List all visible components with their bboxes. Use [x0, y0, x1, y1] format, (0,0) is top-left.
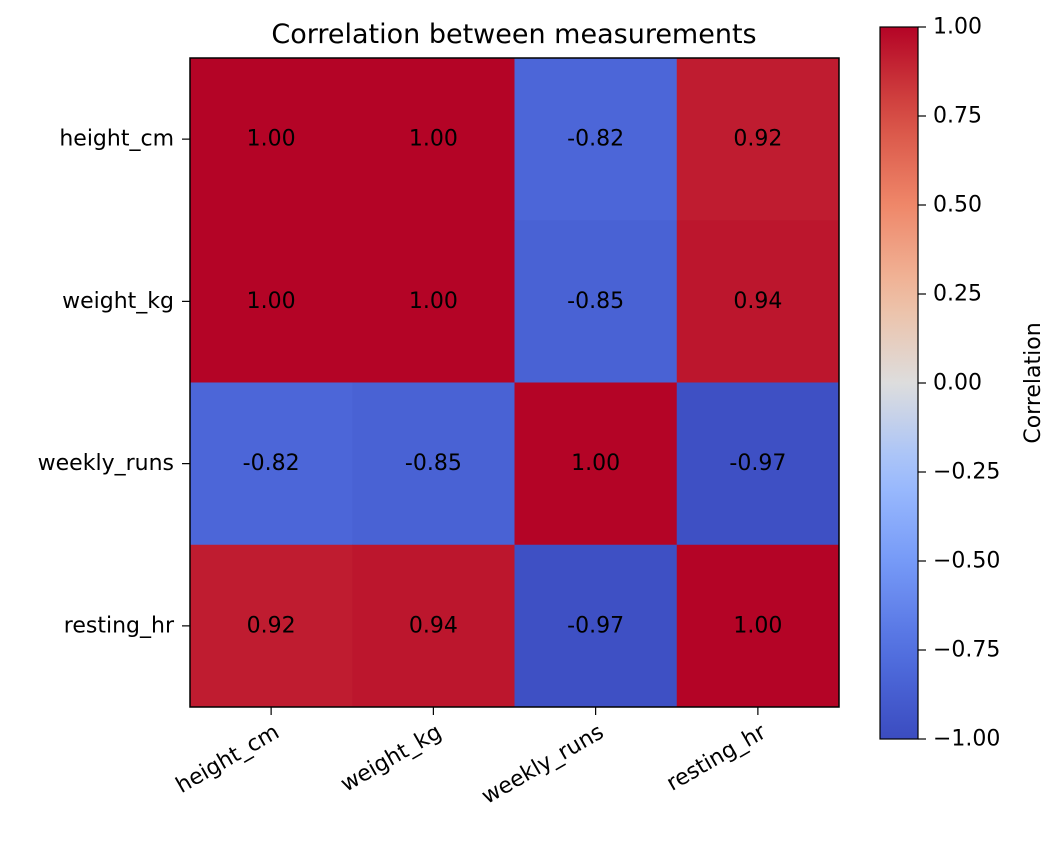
x-tick-label: weight_kg [337, 720, 446, 798]
cell-value-label: 1.00 [571, 451, 620, 476]
heatmap-cell [190, 544, 353, 708]
heatmap-cell [352, 382, 515, 546]
cell-value-label: -0.85 [405, 451, 462, 476]
cell-value-label: 1.00 [409, 289, 458, 314]
heatmap-cell [514, 382, 678, 546]
cell-value-label: -0.85 [567, 289, 624, 314]
colorbar [879, 26, 919, 740]
heatmap-cell [676, 58, 840, 221]
colorbar-tick-label: −0.75 [933, 638, 1000, 663]
colorbar-tick-label: −0.25 [933, 460, 1000, 485]
heatmap-cell [676, 544, 840, 708]
y-axis-ticks: height_cm weight_kg weekly_runs resting_hr [38, 127, 190, 638]
y-tick-label: weight_kg [62, 289, 174, 314]
heatmap-cell [676, 220, 840, 383]
colorbar-label: Correlation [1021, 322, 1046, 443]
heatmap-cells [190, 58, 840, 708]
heatmap-cell [514, 220, 678, 383]
heatmap-cell [190, 220, 353, 383]
heatmap-cell-labels: 1.00 1.00 -0.82 0.92 1.00 1.00 -0.85 0.94 -0.82 -… [243, 127, 787, 639]
cell-value-label: -0.97 [567, 613, 624, 638]
colorbar-ticks: 1.00 0.75 0.50 0.25 0.00 −0.25 −0.50 −0.75 −1.00 [918, 15, 1000, 752]
x-tick-label: height_cm [172, 720, 284, 799]
cell-value-label: 0.94 [733, 289, 782, 314]
x-axis-ticks: height_cm weight_kg weekly_runs resting_hr [172, 707, 771, 810]
heatmap-cell [676, 382, 840, 546]
y-tick-label: height_cm [59, 127, 174, 152]
cell-value-label: -0.82 [567, 127, 624, 152]
cell-value-label: -0.82 [243, 451, 300, 476]
y-tick-label: weekly_runs [38, 451, 174, 476]
colorbar-tick-label: 0.75 [933, 104, 982, 129]
heatmap-cell [190, 382, 353, 546]
colorbar-tick-label: −1.00 [933, 727, 1000, 752]
cell-value-label: 0.92 [733, 127, 782, 152]
plot-frame [189, 57, 840, 708]
heatmap-cell [514, 58, 678, 221]
heatmap-cell [352, 58, 515, 221]
chart-title: Correlation between measurements [271, 19, 756, 50]
colorbar-tick-label: 0.25 [933, 282, 982, 307]
cell-value-label: 0.92 [247, 613, 296, 638]
colorbar-tick-label: −0.50 [933, 549, 1000, 574]
heatmap-cell [514, 544, 678, 708]
x-tick-label: resting_hr [663, 719, 772, 796]
cell-value-label: 0.94 [409, 613, 458, 638]
cell-value-label: 1.00 [247, 289, 296, 314]
x-tick-label: weekly_runs [478, 720, 609, 810]
cell-value-label: -0.97 [729, 451, 786, 476]
cell-value-label: 1.00 [409, 127, 458, 152]
colorbar-tick-label: 0.50 [933, 193, 982, 218]
heatmap-cell [352, 544, 515, 708]
heatmap-cell [190, 58, 353, 221]
cell-value-label: 1.00 [733, 613, 782, 638]
heatmap-cell [352, 220, 515, 383]
colorbar-tick-label: 0.00 [933, 371, 982, 396]
colorbar-tick-label: 1.00 [933, 15, 982, 40]
y-tick-label: resting_hr [64, 613, 175, 638]
cell-value-label: 1.00 [247, 127, 296, 152]
